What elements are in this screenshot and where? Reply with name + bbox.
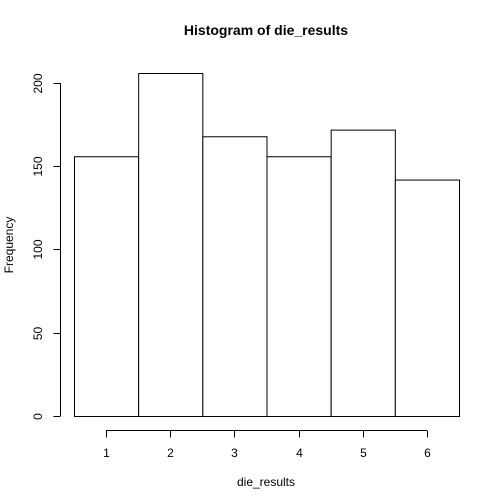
y-tick-label: 0 [31, 413, 45, 420]
y-axis-label: Frequency [2, 217, 16, 274]
histogram-bar-5 [330, 129, 396, 417]
x-tick-label: 2 [167, 446, 174, 460]
y-tick-label: 200 [31, 73, 45, 93]
x-tick-label: 4 [296, 446, 303, 460]
histogram-bar-1 [74, 156, 140, 417]
y-axis: 0 50 100 150 200 [31, 73, 61, 420]
x-axis-label: die_results [237, 475, 295, 489]
histogram-bar-4 [266, 156, 332, 417]
x-tick-label: 1 [103, 446, 110, 460]
y-tick-label: 50 [31, 327, 45, 341]
x-tick-label: 6 [424, 446, 431, 460]
histogram-bar-2 [138, 73, 204, 417]
x-tick-label: 3 [231, 446, 238, 460]
y-tick-label: 150 [31, 156, 45, 176]
histogram-bar-3 [202, 136, 268, 417]
x-tick-label: 5 [360, 446, 367, 460]
x-axis: 1 2 3 4 5 6 [103, 430, 431, 460]
histogram-bar-6 [394, 179, 461, 417]
bars-group [74, 73, 461, 417]
chart-title: Histogram of die_results [184, 22, 348, 38]
y-tick-label: 100 [31, 239, 45, 259]
